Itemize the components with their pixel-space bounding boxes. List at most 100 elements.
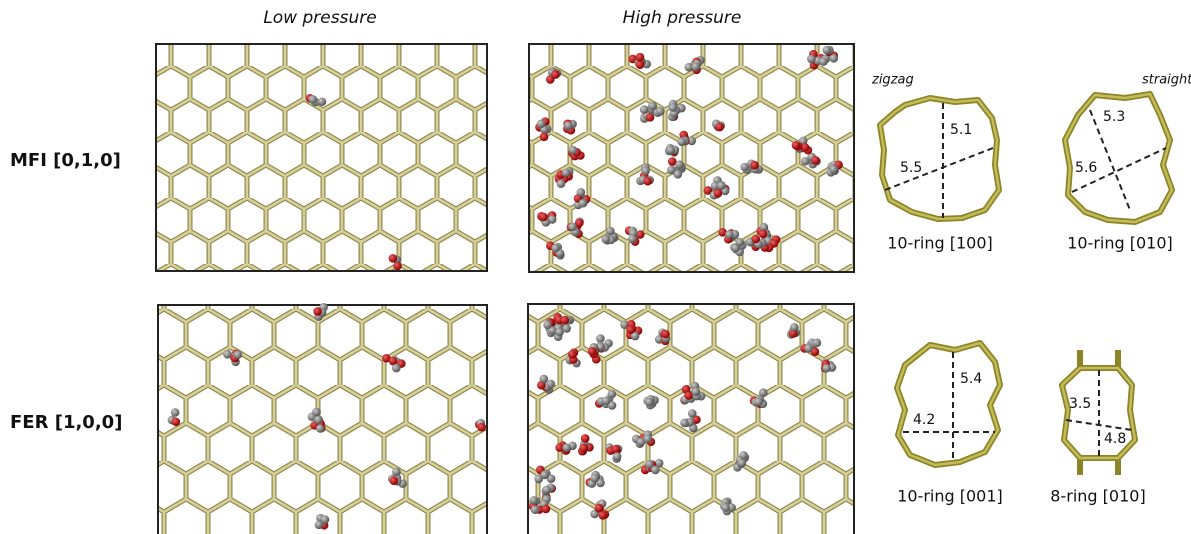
atom [740, 163, 749, 172]
atom [714, 189, 723, 198]
ring-diagram: 3.5 4.8 8-ring [010] [1050, 350, 1145, 506]
diameter: 4.8 [1104, 431, 1126, 447]
atom [309, 95, 318, 104]
atom [590, 474, 599, 483]
ring-diagram: 5.4 4.2 10-ring [001] [897, 343, 1003, 506]
ring-label: 10-ring [100] [887, 234, 993, 253]
atom [819, 57, 828, 66]
row-label: FER [1,0,0] [10, 412, 122, 433]
atom [628, 235, 637, 244]
atom [564, 121, 573, 130]
atom [680, 419, 689, 428]
atom [602, 235, 611, 244]
atom [598, 511, 607, 520]
atom [393, 262, 402, 271]
atom [636, 60, 645, 69]
ring-label: 10-ring [001] [897, 487, 1003, 506]
atom [596, 334, 605, 343]
atom [477, 423, 486, 432]
atom [171, 408, 180, 417]
atom [626, 325, 635, 334]
atom [234, 350, 243, 359]
atom [656, 107, 665, 116]
atom [551, 70, 560, 79]
atom [540, 133, 549, 142]
channel-label: straight [1142, 73, 1191, 88]
atom [666, 146, 675, 155]
atom [613, 452, 622, 461]
diameter: 3.5 [1069, 396, 1091, 412]
atom [829, 54, 838, 63]
atom [641, 166, 650, 175]
diameter: 4.2 [913, 412, 935, 428]
ring-diagram: 5.1 5.5 10-ring [100] [880, 98, 999, 253]
channel-label: zigzag [871, 73, 914, 88]
atom [792, 141, 801, 150]
atom [813, 339, 822, 348]
atom [822, 364, 831, 373]
atom [643, 177, 652, 186]
atom [568, 350, 577, 359]
diameter: 5.3 [1103, 109, 1125, 125]
atom [562, 168, 571, 177]
atom [321, 515, 330, 524]
atom [223, 350, 232, 359]
atom [540, 470, 549, 479]
ring-diagram: 5.3 5.6 10-ring [010] [1065, 94, 1173, 253]
atom [568, 223, 577, 232]
atom [537, 119, 546, 128]
atom [790, 323, 799, 332]
atom [725, 230, 734, 239]
ring-label: 8-ring [010] [1050, 487, 1145, 506]
atom [557, 179, 566, 188]
atom [750, 161, 759, 170]
atom [577, 188, 586, 197]
atom [823, 46, 832, 55]
atom [389, 476, 398, 485]
atom [531, 505, 540, 514]
atom [651, 466, 660, 475]
atom [560, 316, 569, 325]
atom [569, 146, 578, 155]
atom [738, 459, 747, 468]
column-header: Low pressure [263, 8, 376, 28]
atom [588, 347, 597, 356]
row-label: MFI [0,1,0] [10, 150, 121, 171]
atom [688, 409, 697, 418]
atom [721, 503, 730, 512]
ring-label: 10-ring [010] [1067, 234, 1173, 253]
atom [759, 230, 768, 239]
atom [318, 97, 327, 106]
atom [543, 320, 552, 329]
diameter: 5.4 [960, 371, 982, 387]
atom [602, 397, 611, 406]
atom [551, 244, 560, 253]
atom [312, 408, 321, 417]
atom [172, 417, 181, 426]
atom [529, 496, 538, 505]
atom [540, 375, 549, 384]
atom [389, 254, 398, 263]
atom [669, 103, 678, 112]
atom [636, 53, 645, 62]
atom [739, 451, 748, 460]
atom [752, 235, 761, 244]
atom [542, 505, 551, 514]
atom [661, 330, 670, 339]
atom [754, 398, 763, 407]
atom [645, 398, 654, 407]
atom [677, 138, 686, 147]
atom [316, 424, 325, 433]
atom [579, 199, 588, 208]
framework-panel [156, 44, 487, 271]
atom [539, 213, 548, 222]
atom [691, 387, 700, 396]
atom [640, 105, 649, 114]
atom [692, 62, 701, 71]
atom [643, 434, 652, 443]
atom [674, 170, 683, 179]
atom [579, 444, 588, 453]
atom [314, 415, 323, 424]
atom [675, 160, 684, 169]
atom [801, 157, 810, 166]
